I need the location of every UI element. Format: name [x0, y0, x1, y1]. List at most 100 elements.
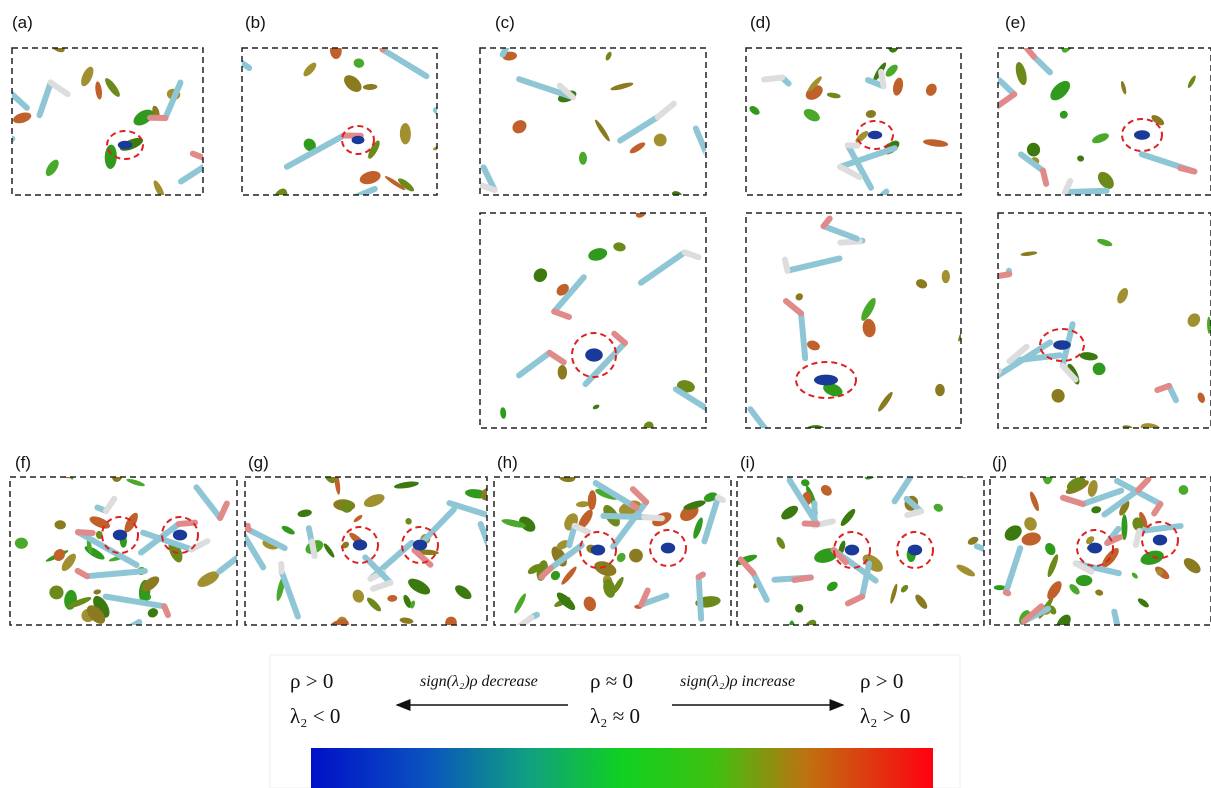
- panel-label: (f): [15, 453, 31, 472]
- bond-end: [837, 163, 863, 181]
- blob: [880, 443, 896, 460]
- bond: [12, 90, 30, 111]
- highlight-circle: [161, 516, 199, 554]
- interaction-blob: [412, 539, 428, 551]
- blob: [411, 627, 436, 642]
- bond: [36, 79, 54, 119]
- panel-image: [480, 48, 727, 195]
- panel-frame: [241, 47, 438, 196]
- blob: [575, 501, 590, 508]
- blob: [1042, 477, 1053, 485]
- bond-end: [546, 349, 567, 366]
- panel-image: [501, 444, 726, 649]
- blob: [803, 425, 826, 428]
- bond-end: [1021, 603, 1045, 625]
- bond: [859, 560, 873, 600]
- blob: [281, 525, 295, 535]
- blob: [803, 108, 820, 122]
- blob: [583, 596, 597, 612]
- bond: [1002, 545, 1024, 596]
- bond: [547, 542, 585, 572]
- blob: [1070, 206, 1087, 223]
- blob: [1091, 506, 1102, 514]
- blob: [408, 578, 431, 595]
- bond: [582, 339, 628, 388]
- blob: [432, 140, 437, 151]
- blob: [1156, 568, 1163, 576]
- blob: [52, 14, 59, 26]
- blob: [45, 159, 59, 177]
- highlight-circle: [101, 516, 139, 554]
- bond: [138, 520, 182, 556]
- panel-image: [245, 477, 487, 642]
- interaction-blob: [1053, 340, 1071, 350]
- bond-end: [516, 614, 535, 625]
- highlight-circle: [649, 529, 687, 567]
- bond-end: [1040, 167, 1050, 187]
- blob: [445, 616, 457, 625]
- blob: [501, 519, 527, 528]
- blob: [95, 530, 103, 539]
- panel-image: [737, 443, 984, 625]
- blob: [915, 594, 928, 609]
- blob: [1015, 62, 1027, 86]
- blob: [49, 585, 64, 600]
- bond: [499, 48, 510, 58]
- blob: [628, 625, 638, 649]
- blob: [146, 449, 160, 458]
- blob: [359, 171, 381, 185]
- blob: [514, 593, 526, 614]
- blob: [1026, 142, 1041, 157]
- blob: [14, 537, 28, 549]
- blob: [126, 478, 145, 487]
- blob: [933, 503, 943, 512]
- blob: [323, 543, 335, 558]
- blob: [519, 516, 536, 532]
- blob: [183, 636, 195, 660]
- blob: [923, 139, 949, 147]
- highlight-circle: [1076, 529, 1114, 567]
- panel-frame: [745, 212, 962, 429]
- blob: [340, 500, 353, 513]
- blob: [53, 549, 66, 561]
- bond-end: [1154, 382, 1173, 394]
- highlight-circle: [856, 120, 894, 150]
- blob: [788, 620, 796, 625]
- bond-end: [1072, 560, 1095, 575]
- blob: [93, 595, 110, 618]
- interaction-blob: [844, 544, 860, 556]
- bond-end: [245, 524, 253, 533]
- bond: [672, 386, 706, 412]
- blob: [892, 77, 904, 96]
- blob: [1187, 75, 1196, 88]
- bond: [193, 484, 224, 521]
- bond-end: [913, 457, 918, 466]
- bond-end: [844, 593, 866, 607]
- panel-label: (j): [992, 453, 1007, 472]
- bond-end: [1002, 589, 1012, 597]
- legend-text: ρ ≈ 0: [590, 669, 633, 693]
- blob: [1047, 581, 1062, 600]
- bond-end: [1151, 501, 1164, 517]
- panel-label: (e): [1005, 13, 1026, 32]
- bond: [784, 255, 843, 274]
- blob: [693, 517, 703, 539]
- panel-image: [998, 238, 1211, 428]
- blob: [840, 508, 856, 526]
- blob: [673, 444, 696, 463]
- blob: [271, 188, 288, 195]
- bond: [12, 135, 16, 143]
- blob: [1121, 514, 1128, 541]
- blob: [147, 608, 159, 618]
- interaction-blob: [1087, 542, 1103, 554]
- blob: [96, 446, 111, 458]
- blob: [1020, 251, 1038, 256]
- blob: [890, 583, 898, 604]
- bond-end: [1006, 343, 1030, 365]
- blob: [1137, 598, 1149, 608]
- blob: [862, 554, 883, 572]
- blob: [712, 161, 727, 169]
- blob: [124, 448, 136, 461]
- blob: [1092, 362, 1106, 376]
- blob: [81, 66, 94, 87]
